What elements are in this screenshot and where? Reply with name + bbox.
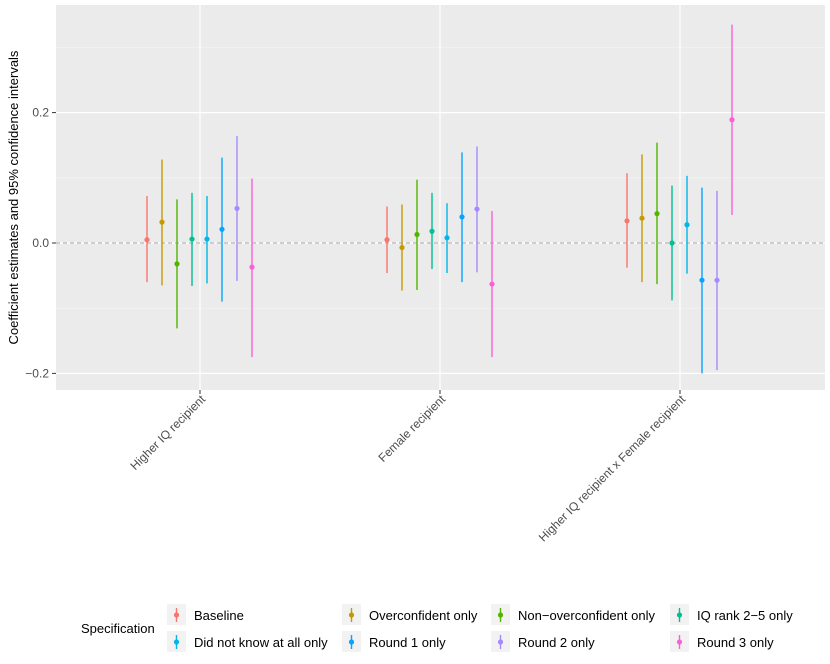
x-tick-label: Female recipient <box>375 392 448 465</box>
point-estimate <box>474 206 480 212</box>
y-tick-label: 0.2 <box>32 106 49 120</box>
point-estimate <box>189 236 195 242</box>
legend-label: Baseline <box>194 608 244 623</box>
point-estimate <box>444 235 450 241</box>
point-estimate <box>399 244 405 251</box>
legend-key-point <box>497 639 504 645</box>
legend-title: Specification <box>81 621 155 636</box>
point-estimate <box>384 237 390 243</box>
y-tick-label: −0.2 <box>25 366 49 380</box>
point-estimate <box>714 277 720 283</box>
point-estimate <box>159 219 165 225</box>
point-estimate <box>699 277 705 283</box>
legend-key-point <box>173 639 180 645</box>
legend-label: IQ rank 2−5 only <box>697 608 793 623</box>
legend-key-point <box>676 639 683 645</box>
legend-key-point <box>676 612 683 618</box>
legend-label: Round 3 only <box>697 635 774 650</box>
legend: Specification Baseline Overconfident only… <box>81 604 793 652</box>
legend-entry: IQ rank 2−5 only <box>670 604 793 625</box>
point-estimate <box>429 228 435 234</box>
point-estimate <box>624 218 630 224</box>
y-tick-label: 0.0 <box>32 236 49 250</box>
point-estimate <box>489 281 495 287</box>
legend-entry: Round 1 only <box>342 631 446 652</box>
point-estimate <box>249 264 255 270</box>
y-axis-title: Coefficient estimates and 95% confidence… <box>6 50 21 344</box>
point-estimate <box>204 236 210 242</box>
x-tick-label: Higher IQ recipient x Female recipient <box>536 392 689 545</box>
legend-label: Round 2 only <box>518 635 595 650</box>
point-estimate <box>729 117 735 123</box>
legend-entry: Non−overconfident only <box>491 604 655 625</box>
point-estimate <box>414 231 420 238</box>
point-estimate <box>459 214 465 220</box>
legend-label: Did not know at all only <box>194 635 328 650</box>
point-estimate <box>669 240 675 246</box>
legend-entry: Round 2 only <box>491 631 595 652</box>
legend-entry: Overconfident only <box>342 604 478 625</box>
legend-entry: Baseline <box>167 604 244 625</box>
x-axis: Higher IQ recipient Female recipient Highe… <box>127 390 689 545</box>
legend-key-point <box>173 612 180 618</box>
legend-key-point <box>497 612 504 618</box>
point-estimate <box>144 237 150 243</box>
point-estimate <box>654 211 660 217</box>
legend-key-point <box>348 639 355 645</box>
estimate-marks <box>144 24 735 374</box>
x-tick-label: Higher IQ recipient <box>127 392 208 473</box>
legend-entry: Did not know at all only <box>167 631 328 652</box>
point-estimate <box>219 226 225 232</box>
legend-label: Non−overconfident only <box>518 608 655 623</box>
legend-label: Round 1 only <box>369 635 446 650</box>
point-estimate <box>639 215 645 221</box>
legend-label: Overconfident only <box>369 608 478 623</box>
y-axis: −0.2 0.0 0.2 <box>25 106 56 380</box>
point-estimate <box>684 222 690 228</box>
legend-items: Baseline Overconfident only Non−overconfid… <box>167 604 793 652</box>
point-estimate <box>234 205 240 212</box>
point-estimate <box>174 261 180 267</box>
legend-key-point <box>348 612 355 618</box>
legend-entry: Round 3 only <box>670 631 774 652</box>
